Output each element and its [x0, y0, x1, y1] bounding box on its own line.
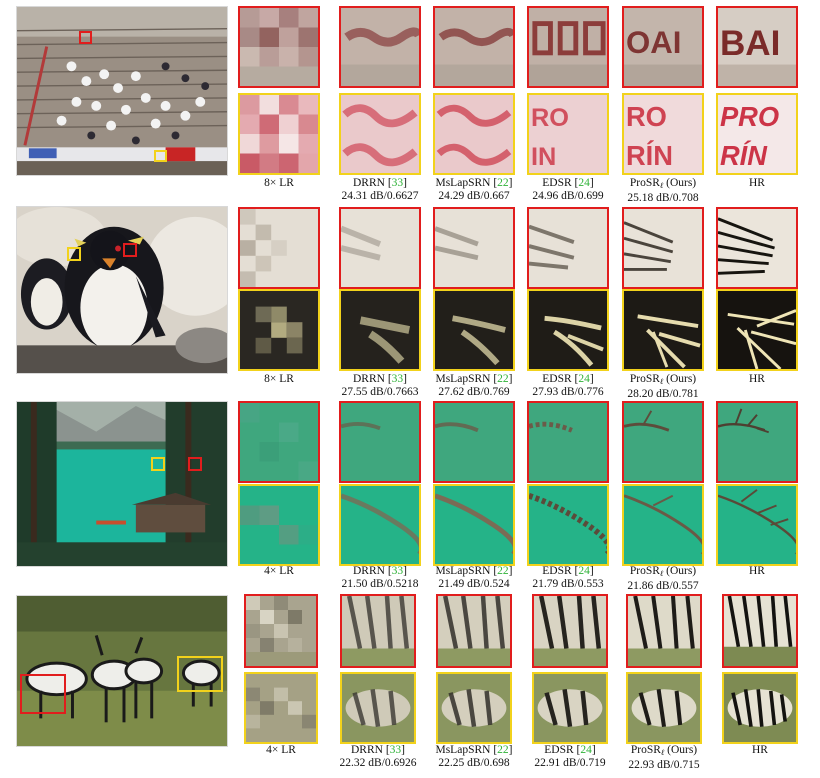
crop-prosr-yellow: [622, 289, 704, 371]
red-region-marker: [188, 457, 202, 471]
svg-text:RO: RO: [531, 104, 569, 132]
caption-hr: HR: [749, 177, 765, 189]
caption-mslapsrn: MsLapSRN [22] 22.25 dB/0.698: [435, 744, 513, 769]
crop-edsr-yellow: [532, 672, 608, 744]
red-region-marker: [79, 31, 92, 44]
crop-drrn-red: [339, 6, 421, 88]
crop-drrn-red: [339, 401, 421, 483]
caption-edsr: EDSR [24] 21.79 dB/0.553: [532, 565, 604, 590]
crop-mslapsrn-yellow: [436, 672, 512, 744]
row-penguin: 8× LR DRRN [33] 27.55 dB/0.7663 MsLapSRN…: [0, 206, 820, 402]
penguin-full-image: [16, 206, 228, 374]
svg-text:PRO: PRO: [720, 101, 779, 132]
crop-mslapsrn-yellow: [433, 93, 515, 175]
crop-prosr-yellow: [626, 672, 702, 744]
yellow-region-marker: [154, 150, 167, 162]
svg-text:OAI: OAI: [626, 25, 681, 60]
crop-mslapsrn-red: [436, 594, 512, 668]
zebras-full-image: [16, 595, 228, 747]
red-region-marker: [20, 674, 66, 714]
crop-lr-red: [238, 207, 320, 289]
caption-prosr: ProSRℓ (Ours) 22.93 dB/0.715: [628, 744, 700, 771]
crop-edsr-red: [527, 6, 609, 88]
caption-edsr: EDSR [24] 24.96 dB/0.699: [532, 177, 604, 202]
yellow-region-marker: [151, 457, 165, 471]
crop-hr-yellow: [716, 484, 798, 566]
row-zebras: 4× LR DRRN [33] 22.32 dB/0.6926 MsLapSRN…: [0, 593, 820, 778]
yellow-region-marker: [67, 247, 81, 261]
crop-drrn-yellow: [339, 93, 421, 175]
crop-lr-yellow: [238, 289, 320, 371]
svg-text:RÍN: RÍN: [720, 140, 768, 171]
crop-hr-yellow: [716, 289, 798, 371]
crop-hr-red: [722, 594, 798, 668]
crop-lr-yellow: [238, 93, 320, 175]
caption-drrn: DRRN [33] 22.32 dB/0.6926: [339, 744, 417, 769]
caption-prosr: ProSRℓ (Ours) 21.86 dB/0.557: [627, 565, 699, 592]
crop-mslapsrn-yellow: [433, 289, 515, 371]
crop-prosr-red: [622, 401, 704, 483]
crop-drrn-yellow: [339, 484, 421, 566]
crop-prosr-red: [626, 594, 702, 668]
crop-lr-red: [238, 401, 320, 483]
caption-mslapsrn: MsLapSRN [22] 21.49 dB/0.524: [435, 565, 513, 590]
crop-mslapsrn-yellow: [433, 484, 515, 566]
caption-drrn: DRRN [33] 21.50 dB/0.5218: [341, 565, 419, 590]
caption-lr: 8× LR: [264, 373, 294, 385]
crop-lr-yellow: [244, 672, 318, 744]
caption-prosr: ProSRℓ (Ours) 28.20 dB/0.781: [627, 373, 699, 400]
caption-hr: HR: [752, 744, 768, 756]
crop-edsr-red: [527, 401, 609, 483]
caption-prosr: ProSRℓ (Ours) 25.18 dB/0.708: [627, 177, 699, 204]
caption-lr: 4× LR: [264, 565, 294, 577]
crop-edsr-red: [527, 207, 609, 289]
yellow-region-marker: [177, 656, 223, 692]
svg-text:RO: RO: [626, 101, 667, 132]
caption-lr: 8× LR: [264, 177, 294, 189]
crop-prosr-red: OAI: [622, 6, 704, 88]
caption-drrn: DRRN [33] 24.31 dB/0.6627: [341, 177, 419, 202]
row-stadium: RO IN OAI RO RÍN BAI: [0, 6, 820, 206]
caption-drrn: DRRN [33] 27.55 dB/0.7663: [341, 373, 419, 398]
crop-edsr-yellow: [527, 289, 609, 371]
crop-edsr-yellow: RO IN: [527, 93, 609, 175]
lake-full-image: [16, 401, 228, 567]
crop-hr-red: [716, 207, 798, 289]
svg-text:IN: IN: [531, 143, 556, 171]
crop-mslapsrn-red: [433, 207, 515, 289]
caption-hr: HR: [749, 373, 765, 385]
crop-hr-yellow: PRO RÍN: [716, 93, 798, 175]
crop-lr-red: [238, 6, 320, 88]
caption-edsr: EDSR [24] 27.93 dB/0.776: [532, 373, 604, 398]
crop-hr-red: BAI: [716, 6, 798, 88]
crop-lr-red: [244, 594, 318, 668]
crop-hr-yellow: [722, 672, 798, 744]
caption-lr: 4× LR: [266, 744, 296, 756]
caption-hr: HR: [749, 565, 765, 577]
row-lake: 4× LR DRRN [33] 21.50 dB/0.5218 MsLapSRN…: [0, 401, 820, 593]
stadium-full-image: [16, 6, 228, 176]
crop-lr-yellow: [238, 484, 320, 566]
caption-mslapsrn: MsLapSRN [22] 24.29 dB/0.667: [435, 177, 513, 202]
crop-drrn-red: [339, 207, 421, 289]
crop-drrn-red: [340, 594, 416, 668]
svg-text:BAI: BAI: [720, 24, 780, 63]
crop-prosr-yellow: RO RÍN: [622, 93, 704, 175]
crop-edsr-red: [532, 594, 608, 668]
crop-prosr-yellow: [622, 484, 704, 566]
crop-mslapsrn-red: [433, 401, 515, 483]
crop-edsr-yellow: [527, 484, 609, 566]
svg-text:RÍN: RÍN: [626, 140, 673, 171]
crop-drrn-yellow: [340, 672, 416, 744]
caption-mslapsrn: MsLapSRN [22] 27.62 dB/0.769: [435, 373, 513, 398]
crop-prosr-red: [622, 207, 704, 289]
crop-drrn-yellow: [339, 289, 421, 371]
red-region-marker: [123, 243, 137, 257]
crop-hr-red: [716, 401, 798, 483]
caption-edsr: EDSR [24] 22.91 dB/0.719: [534, 744, 606, 769]
crop-mslapsrn-red: [433, 6, 515, 88]
